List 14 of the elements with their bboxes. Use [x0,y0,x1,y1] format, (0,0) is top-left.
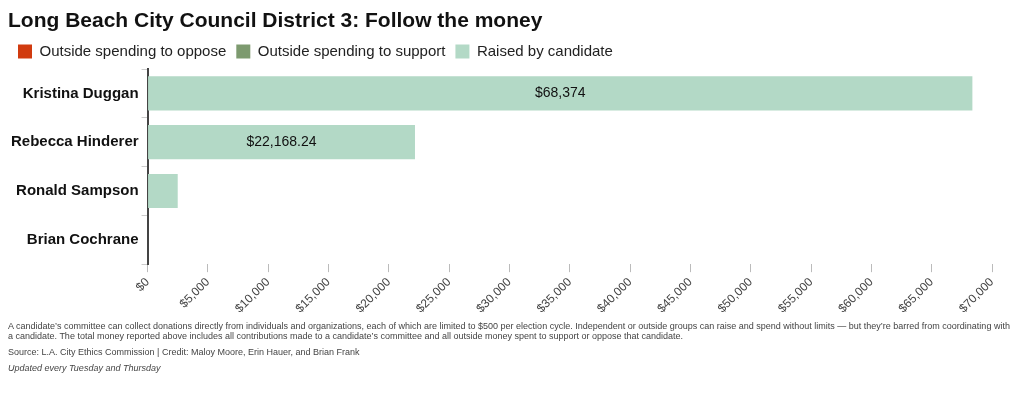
data-label: $68,374 [534,84,586,101]
legend-label: Raised by candidate [476,41,613,59]
y-tick-label: Brian Cochrane [26,229,139,247]
text: A candidate’s committee can collect donations directly from individuals and organizations, each of which are limited to $500 per election cycle. Independent or outside groups can raise and spend without limits — but they’re barred from coordinating with a candidate. The total money reported above includes all contributions made to a candidate’s committee and all outside money spent to support or oppose that candidate. [8,321,1011,341]
y-tick-label: Ronald Sampson [16,181,139,199]
legend-label: Outside spending to oppose [39,41,227,59]
data-label: $22,168.24 [246,133,317,150]
x-tick-label: $0 [132,274,153,295]
y-tick-label: Rebecca Hinderer [11,132,139,150]
y-tick-label: Kristina Duggan [22,83,139,101]
text: Updated every Tuesday and Thursday [8,363,162,373]
source-note: Source: L.A. City Ethics Commission | Credit: Maloy Moore, Erin Hauer, and Brian Frank [8,347,361,357]
legend-label: Outside spending to support [257,41,447,59]
chart-title: Long Beach City Council District 3: Follow the money [8,8,544,32]
